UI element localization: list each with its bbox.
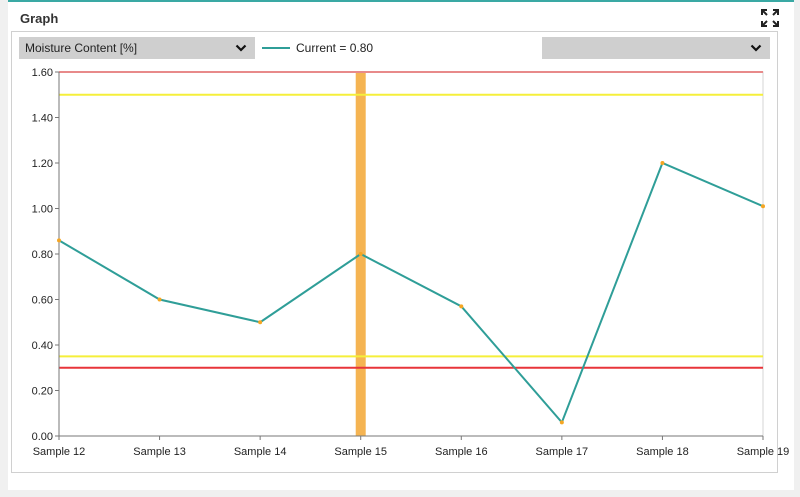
x-tick-label: Sample 19 bbox=[737, 446, 790, 458]
secondary-select[interactable] bbox=[542, 37, 770, 59]
parameter-select[interactable]: Moisture Content [%] bbox=[19, 37, 255, 59]
data-point bbox=[157, 297, 162, 302]
series-line bbox=[58, 161, 764, 425]
chevron-down-icon bbox=[235, 44, 247, 52]
y-tick-label: 1.20 bbox=[32, 158, 53, 170]
plot-area bbox=[58, 71, 764, 437]
x-tick-label: Sample 15 bbox=[334, 446, 387, 458]
chevron-down-icon bbox=[750, 44, 762, 52]
y-tick-label: 1.60 bbox=[32, 67, 53, 79]
data-point bbox=[761, 204, 765, 209]
data-point bbox=[258, 320, 263, 325]
expand-icon[interactable] bbox=[760, 8, 780, 28]
x-tick-label: Sample 17 bbox=[536, 446, 589, 458]
panel-title: Graph bbox=[20, 11, 59, 26]
x-tick-label: Sample 14 bbox=[234, 446, 287, 458]
y-tick-label: 1.40 bbox=[32, 113, 53, 125]
data-point bbox=[660, 161, 665, 165]
x-tick-label: Sample 12 bbox=[33, 446, 86, 458]
y-tick-label: 0.40 bbox=[32, 340, 53, 352]
data-point bbox=[459, 304, 464, 309]
y-tick-label: 0.80 bbox=[32, 249, 53, 261]
chart-legend: Current = 0.80 bbox=[262, 38, 373, 58]
legend-label: Current = 0.80 bbox=[296, 41, 374, 55]
y-tick-label: 0.60 bbox=[32, 295, 53, 307]
data-point bbox=[358, 252, 363, 256]
chart-frame bbox=[11, 31, 778, 473]
y-tick-label: 0.00 bbox=[32, 431, 53, 443]
x-tick-label: Sample 13 bbox=[133, 446, 186, 458]
data-point bbox=[559, 420, 564, 425]
data-point bbox=[57, 238, 61, 243]
y-tick-label: 1.00 bbox=[32, 204, 53, 216]
legend-swatch bbox=[262, 47, 290, 49]
y-tick-label: 0.20 bbox=[32, 386, 53, 398]
x-tick-label: Sample 18 bbox=[636, 446, 689, 458]
parameter-select-value: Moisture Content [%] bbox=[25, 41, 138, 55]
x-tick-label: Sample 16 bbox=[435, 446, 488, 458]
